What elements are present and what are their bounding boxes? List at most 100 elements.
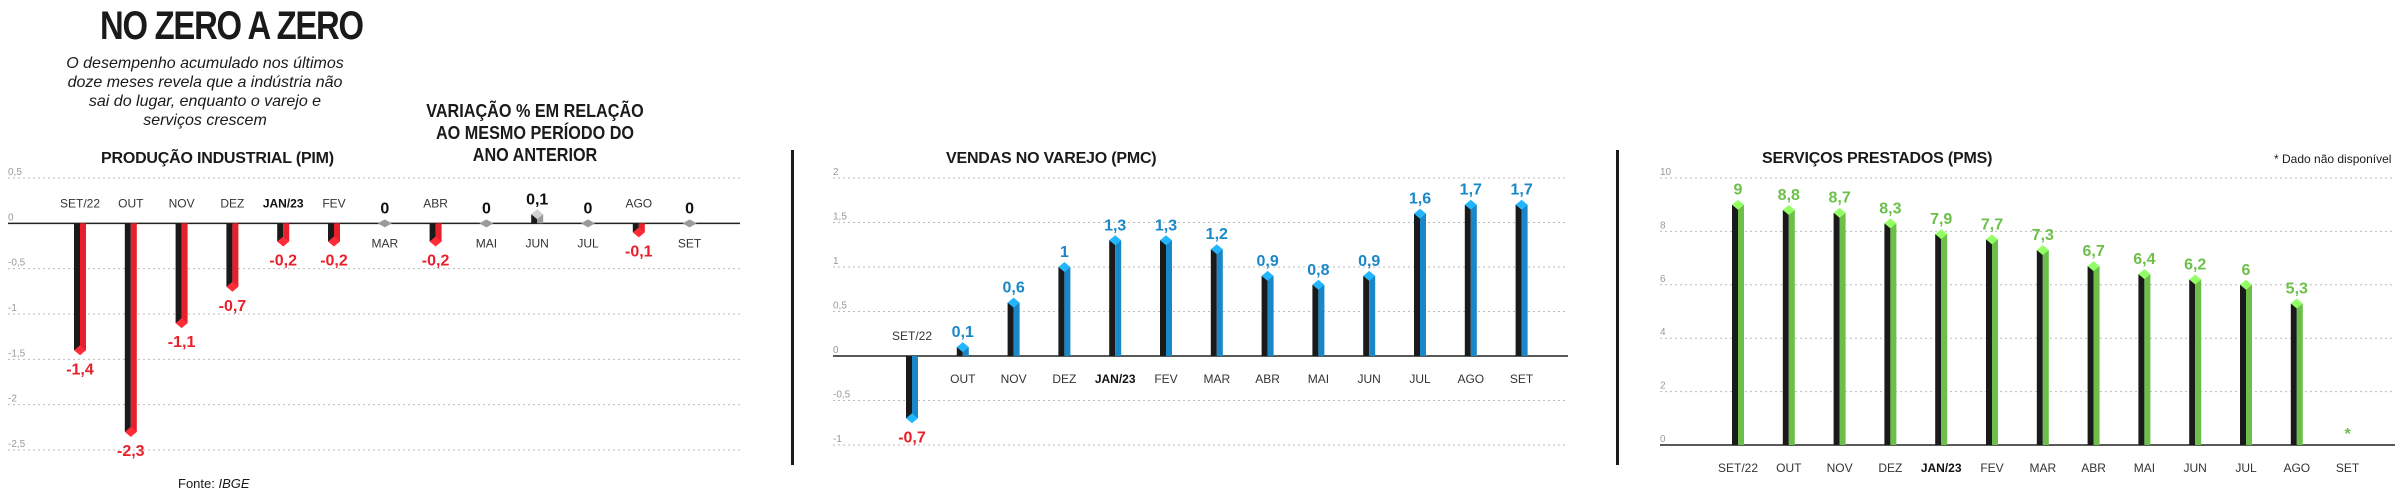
intro-text: O desempenho acumulado nos últimos doze … (66, 55, 344, 129)
pim-chart: 0,5 0 -0,5 -1 -1,5 -2 -2,5 -1,4 SET/22 -2,3 OUT -1,… (8, 167, 740, 460)
pmc-value-label: 0,9 (1358, 253, 1380, 270)
pmc-category-label: SET/22 (892, 329, 932, 343)
pms-y-tick-label: 10 (1660, 167, 1672, 178)
pim-value-label: -1,1 (168, 334, 196, 351)
pmc-bar (1515, 199, 1528, 356)
pmc-value-label: 1,3 (1104, 217, 1126, 234)
pim-value-label: 0,1 (526, 191, 548, 208)
pmc-category-label: AGO (1457, 372, 1484, 386)
variation-title: VARIAÇÃO % EM RELAÇÃO AO MESMO PERÍODO D… (426, 101, 644, 165)
pmc-value-label: 1,3 (1155, 217, 1177, 234)
pmc-value-label: 0,1 (952, 324, 974, 341)
pim-chart-title: PRODUÇÃO INDUSTRIAL (PIM) (101, 150, 334, 167)
pms-bar (2290, 298, 2303, 445)
pmc-bar (1363, 270, 1376, 356)
pim-bar (531, 209, 544, 224)
pms-value-label: 8,8 (1778, 187, 1800, 204)
pms-category-label: JAN/23 (1921, 461, 1962, 475)
pms-category-label: JUN (2184, 461, 2207, 475)
pmc-value-label: 0,6 (1002, 280, 1024, 297)
pmc-y-tick-label: 1,5 (833, 212, 847, 223)
pmc-category-label: OUT (950, 372, 976, 386)
pms-category-label: NOV (1827, 461, 1853, 475)
pim-bar (328, 223, 340, 247)
pms-bar (1986, 234, 1998, 445)
pim-y-tick-label: 0 (8, 212, 14, 223)
pim-bar (581, 219, 595, 228)
pim-y-tick-label: -2 (8, 394, 17, 405)
pms-bar (2189, 274, 2202, 445)
pim-category-label: AGO (625, 196, 652, 210)
pim-bar (175, 223, 188, 329)
pmc-category-label: SET (1510, 372, 1534, 386)
pms-value-label: 7,7 (1981, 216, 2003, 233)
pms-y-tick-label: 8 (1660, 220, 1666, 231)
pms-value-label: 8,7 (1828, 190, 1850, 207)
panel-divider-2 (1616, 150, 1619, 465)
pmc-value-label: 1,7 (1460, 182, 1482, 199)
pim-category-label: SET/22 (60, 196, 100, 210)
source-credit: Fonte: IBGE (178, 476, 250, 491)
pim-category-label: JAN/23 (263, 196, 304, 210)
pim-category-label: JUN (526, 236, 549, 250)
pms-bar (1833, 207, 1846, 445)
pmc-category-label: MAR (1203, 372, 1230, 386)
panel-divider-1 (791, 150, 794, 465)
pim-category-label: FEV (322, 196, 345, 210)
pmc-bar (1160, 235, 1172, 356)
pim-bar (377, 219, 392, 228)
pms-chart: 10 8 6 4 2 0 9 SET/22 8,8 OUT 8,7 NOV 8,3 DEZ 7,9 JAN/2… (1660, 167, 2395, 475)
pms-bar (2138, 269, 2151, 445)
pmc-y-tick-label: 2 (833, 167, 839, 178)
pmc-category-label: JUL (1409, 372, 1431, 386)
pms-value-label: 8,3 (1879, 200, 1901, 217)
pms-category-label: DEZ (1878, 461, 1902, 475)
pms-value-label: * (2344, 426, 2351, 443)
pms-value-label: 7,3 (2032, 227, 2054, 244)
pim-bar (277, 223, 290, 247)
pms-bar (2240, 279, 2252, 445)
pmc-category-label: JUN (1358, 372, 1381, 386)
pms-y-tick-label: 0 (1660, 434, 1666, 445)
headline: NO ZERO A ZERO (100, 4, 364, 48)
pim-value-label: -0,2 (269, 252, 297, 269)
pms-y-tick-label: 4 (1660, 327, 1666, 338)
pms-chart-title: SERVIÇOS PRESTADOS (PMS) (1762, 150, 1993, 167)
pim-value-label: -2,3 (117, 443, 145, 460)
pms-value-label: 6,4 (2133, 251, 2155, 268)
pms-category-label: SET/22 (1718, 461, 1758, 475)
pms-category-label: SET (2336, 461, 2360, 475)
pmc-bar (1058, 262, 1071, 356)
pms-y-tick-label: 6 (1660, 274, 1666, 285)
pmc-category-label: MAI (1308, 372, 1329, 386)
pmc-bar (1261, 270, 1274, 356)
pmc-bar (956, 342, 969, 356)
source-label: Fonte: (178, 476, 215, 491)
pms-bar (2036, 245, 2049, 445)
pmc-y-tick-label: 0,5 (833, 301, 847, 312)
pmc-y-tick-label: -0,5 (833, 390, 851, 401)
pms-category-label: MAI (2134, 461, 2155, 475)
pim-category-label: NOV (169, 196, 195, 210)
pim-category-label: JUL (577, 236, 599, 250)
pim-value-label: -0,2 (422, 252, 450, 269)
pim-category-label: SET (678, 236, 702, 250)
pmc-chart: 2 1,5 1 0,5 0 -0,5 -1 -0,7 SET/22 0,1 OUT 0,6 NOV 1 DE… (833, 167, 1568, 446)
missing-data-note: * Dado não disponível (2274, 152, 2392, 166)
pms-category-label: MAR (2029, 461, 2056, 475)
pim-bar (479, 219, 494, 228)
pmc-value-label: 1,7 (1510, 182, 1532, 199)
pim-category-label: OUT (118, 196, 144, 210)
source-value: IBGE (218, 476, 250, 491)
pmc-bar (1464, 199, 1477, 356)
pmc-bar (1109, 235, 1122, 356)
pim-category-label: DEZ (220, 196, 244, 210)
pmc-y-tick-label: -1 (833, 434, 842, 445)
pim-value-label: 0 (685, 200, 694, 217)
pms-bar (1935, 229, 1948, 445)
pmc-category-label: FEV (1154, 372, 1177, 386)
pms-category-label: OUT (1776, 461, 1802, 475)
pmc-bar (1414, 208, 1426, 356)
pim-y-tick-label: -1,5 (8, 348, 26, 359)
